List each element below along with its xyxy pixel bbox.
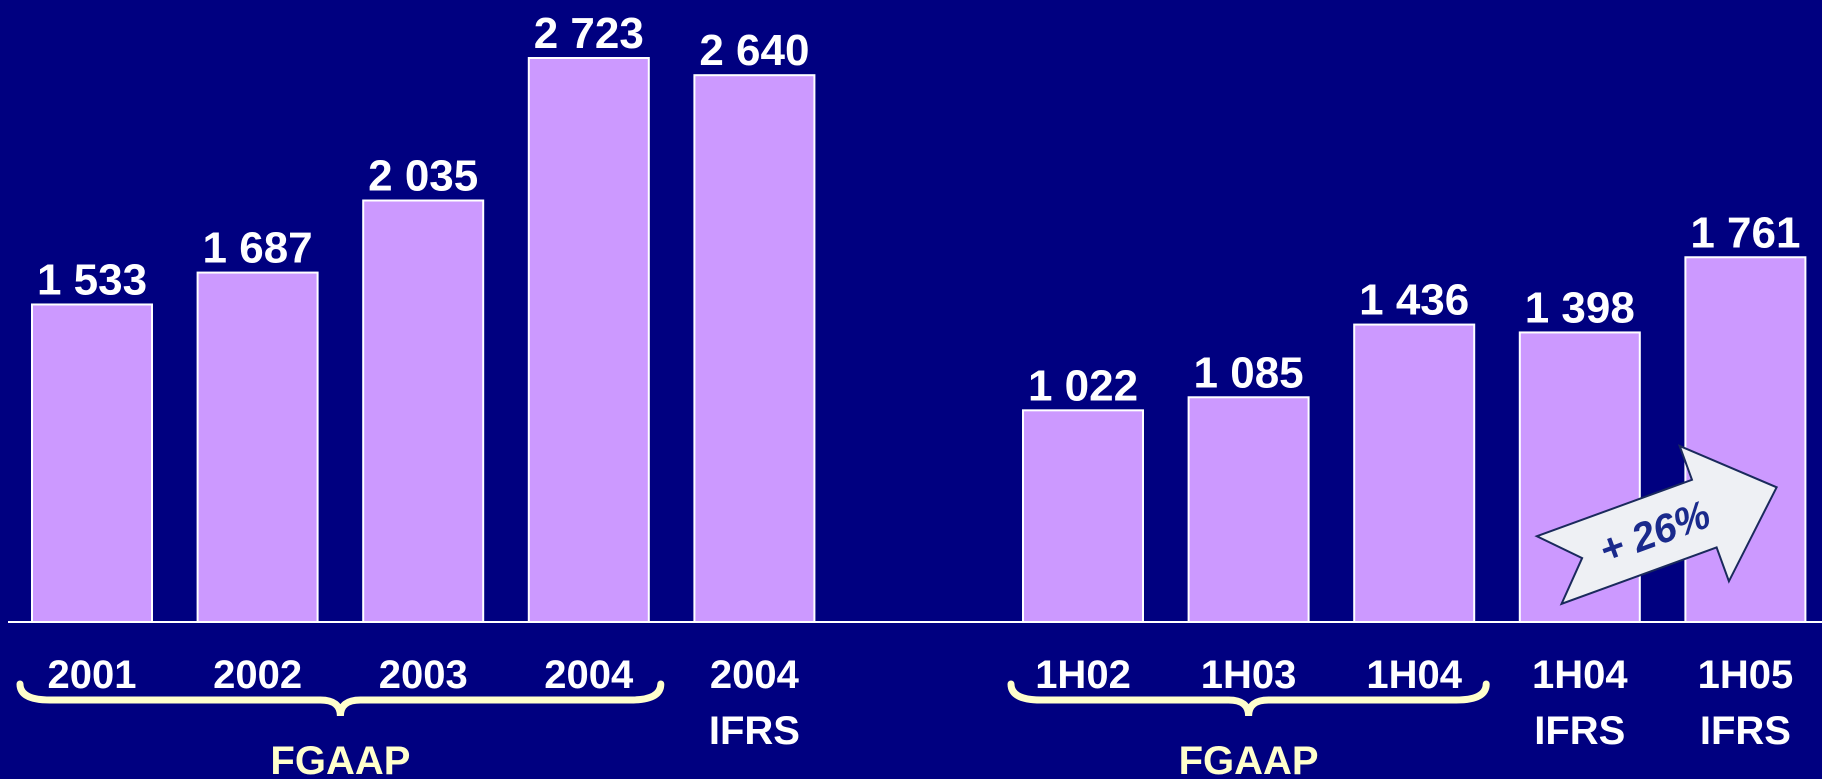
- bar: [693, 74, 816, 623]
- value-label: 1 687: [203, 224, 313, 273]
- category-label: 2004 IFRS: [709, 653, 800, 753]
- bar: [196, 271, 319, 623]
- group-label: FGAAP: [1179, 739, 1319, 779]
- value-label: 1 533: [37, 255, 147, 304]
- bar: [362, 199, 485, 623]
- bar: [1684, 256, 1807, 623]
- category-label: 2002: [213, 653, 302, 697]
- group-label: FGAAP: [270, 739, 410, 779]
- bar: [1187, 396, 1310, 623]
- category-label: 1H05 IFRS: [1698, 653, 1794, 753]
- bar: [1022, 409, 1144, 623]
- value-label: 1 085: [1194, 348, 1304, 397]
- arrow-shape: [1534, 444, 1779, 606]
- category-label: 1H04 IFRS: [1532, 653, 1628, 753]
- group-brace: [16, 680, 665, 717]
- value-label: 1 022: [1028, 361, 1138, 410]
- category-label: 1H02: [1035, 653, 1131, 697]
- group-brace: [1007, 680, 1490, 717]
- category-label: 2003: [379, 653, 468, 697]
- value-label: 2 640: [699, 26, 809, 75]
- value-label: 2 035: [368, 152, 478, 201]
- category-label: 2001: [48, 653, 137, 697]
- bar: [31, 303, 153, 623]
- category-label: 1H04: [1366, 653, 1462, 697]
- category-label: 1H03: [1201, 653, 1297, 697]
- value-label: 2 723: [534, 9, 644, 58]
- bar: [527, 57, 650, 623]
- category-label: 2004: [544, 653, 634, 697]
- value-label: 1 761: [1690, 208, 1800, 257]
- value-label: 1 398: [1525, 283, 1635, 332]
- bar: [1353, 323, 1476, 623]
- value-label: 1 436: [1359, 276, 1469, 325]
